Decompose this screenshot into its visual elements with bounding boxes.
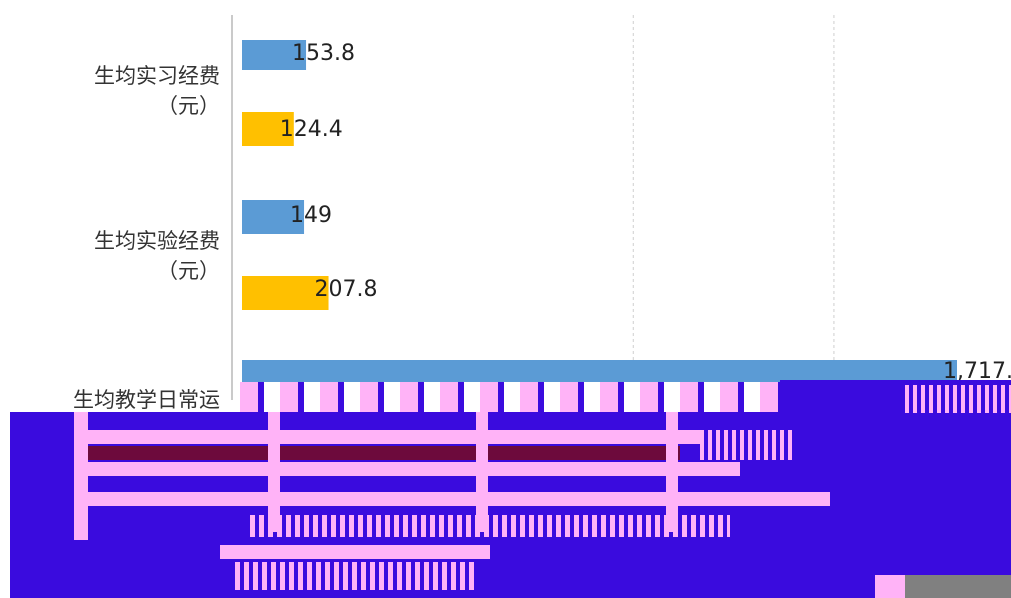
category-label: 生均实习经费 [94, 64, 220, 88]
category-labels: 生均实习经费 （元） 生均实验经费 （元） 生均教学日常运 [73, 64, 220, 412]
glitch-block [875, 575, 905, 598]
glitch-stripe [240, 382, 780, 412]
glitch-stripe [80, 446, 680, 460]
glitch-stripe [80, 492, 830, 506]
glitch-stripe [250, 515, 730, 537]
category-label: 生均实验经费 [94, 229, 220, 253]
category-label: 生均教学日常运 [73, 388, 220, 412]
bar [242, 40, 307, 70]
glitch-stripe [700, 430, 795, 460]
glitch-stripe [80, 462, 740, 476]
glitch-stripe [235, 562, 475, 590]
data-label: 149 [290, 203, 332, 228]
glitch-stripe [220, 545, 490, 559]
bar [242, 200, 305, 234]
data-labels: 153.8 149 1,717.1 124.4 207.8 [280, 41, 1011, 384]
glitch-column [666, 412, 678, 532]
data-label: 153.8 [292, 41, 355, 66]
glitch-column [74, 412, 88, 540]
bar [242, 276, 329, 310]
chart-grid [632, 15, 835, 400]
glitch-block [905, 575, 1011, 598]
glitch-stripe [905, 385, 1011, 413]
glitch-column [268, 412, 280, 532]
data-label: 124.4 [280, 117, 343, 142]
data-label: 207.8 [315, 277, 378, 302]
glitch-stripe [80, 430, 700, 444]
glitch-column [476, 412, 488, 532]
bar [242, 112, 294, 146]
category-label: （元） [157, 259, 220, 283]
bars [242, 40, 957, 384]
category-label: （元） [157, 94, 220, 118]
data-label: 1,717.1 [943, 359, 1011, 384]
